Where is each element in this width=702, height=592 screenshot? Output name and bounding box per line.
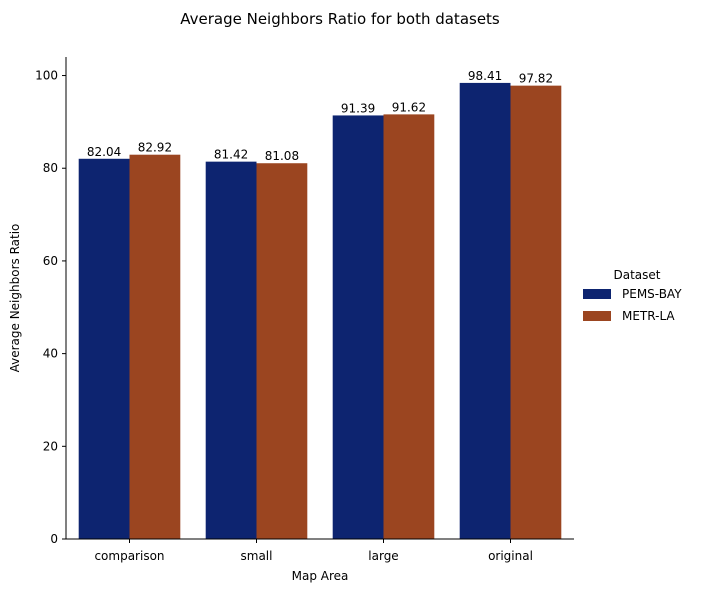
chart-title: Average Neighbors Ratio for both dataset… bbox=[180, 10, 500, 28]
data-label-metr-la-large: 91.62 bbox=[392, 100, 426, 114]
bar-metr-la-large bbox=[383, 114, 435, 539]
bar-pems-bay-original bbox=[459, 82, 511, 539]
y-tick-label-100: 100 bbox=[35, 69, 58, 83]
bar-pems-bay-large bbox=[332, 115, 384, 539]
bar-pems-bay-comparison bbox=[78, 158, 130, 539]
y-ticks-group: 0 20 40 60 80 100 bbox=[35, 69, 66, 546]
legend-label-pems-bay: PEMS-BAY bbox=[622, 287, 682, 301]
data-label-pems-bay-original: 98.41 bbox=[468, 69, 502, 83]
y-tick-label-0: 0 bbox=[50, 532, 58, 546]
bar-pems-bay-small bbox=[205, 161, 257, 539]
data-label-pems-bay-large: 91.39 bbox=[341, 101, 375, 115]
legend: Dataset PEMS-BAY METR-LA bbox=[583, 268, 682, 323]
bar-metr-la-comparison bbox=[129, 154, 181, 539]
legend-label-metr-la: METR-LA bbox=[622, 309, 675, 323]
y-tick-label-80: 80 bbox=[43, 161, 58, 175]
x-tick-label-comparison: comparison bbox=[94, 549, 164, 563]
y-tick-label-60: 60 bbox=[43, 254, 58, 268]
x-tick-label-small: small bbox=[241, 549, 273, 563]
bars-group bbox=[78, 82, 562, 540]
data-label-metr-la-small: 81.08 bbox=[265, 149, 299, 163]
x-ticks-group: comparison small large original bbox=[94, 539, 533, 563]
legend-swatch-pems-bay bbox=[583, 289, 611, 299]
bar-labels-group: 82.04 82.92 81.42 81.08 91.39 91.62 98.41 97.82 bbox=[87, 69, 553, 163]
y-tick-label-40: 40 bbox=[43, 347, 58, 361]
data-label-pems-bay-comparison: 82.04 bbox=[87, 145, 121, 159]
legend-title: Dataset bbox=[614, 268, 661, 282]
bar-metr-la-original bbox=[510, 85, 562, 539]
y-axis-label: Average Neighbors Ratio bbox=[8, 224, 22, 373]
x-axis-label: Map Area bbox=[292, 569, 349, 583]
legend-swatch-metr-la bbox=[583, 311, 611, 321]
data-label-pems-bay-small: 81.42 bbox=[214, 148, 248, 162]
bar-metr-la-small bbox=[256, 163, 308, 540]
x-tick-label-large: large bbox=[368, 549, 398, 563]
data-label-metr-la-original: 97.82 bbox=[519, 72, 553, 86]
data-label-metr-la-comparison: 82.92 bbox=[138, 141, 172, 155]
y-tick-label-20: 20 bbox=[43, 439, 58, 453]
x-tick-label-original: original bbox=[488, 549, 533, 563]
